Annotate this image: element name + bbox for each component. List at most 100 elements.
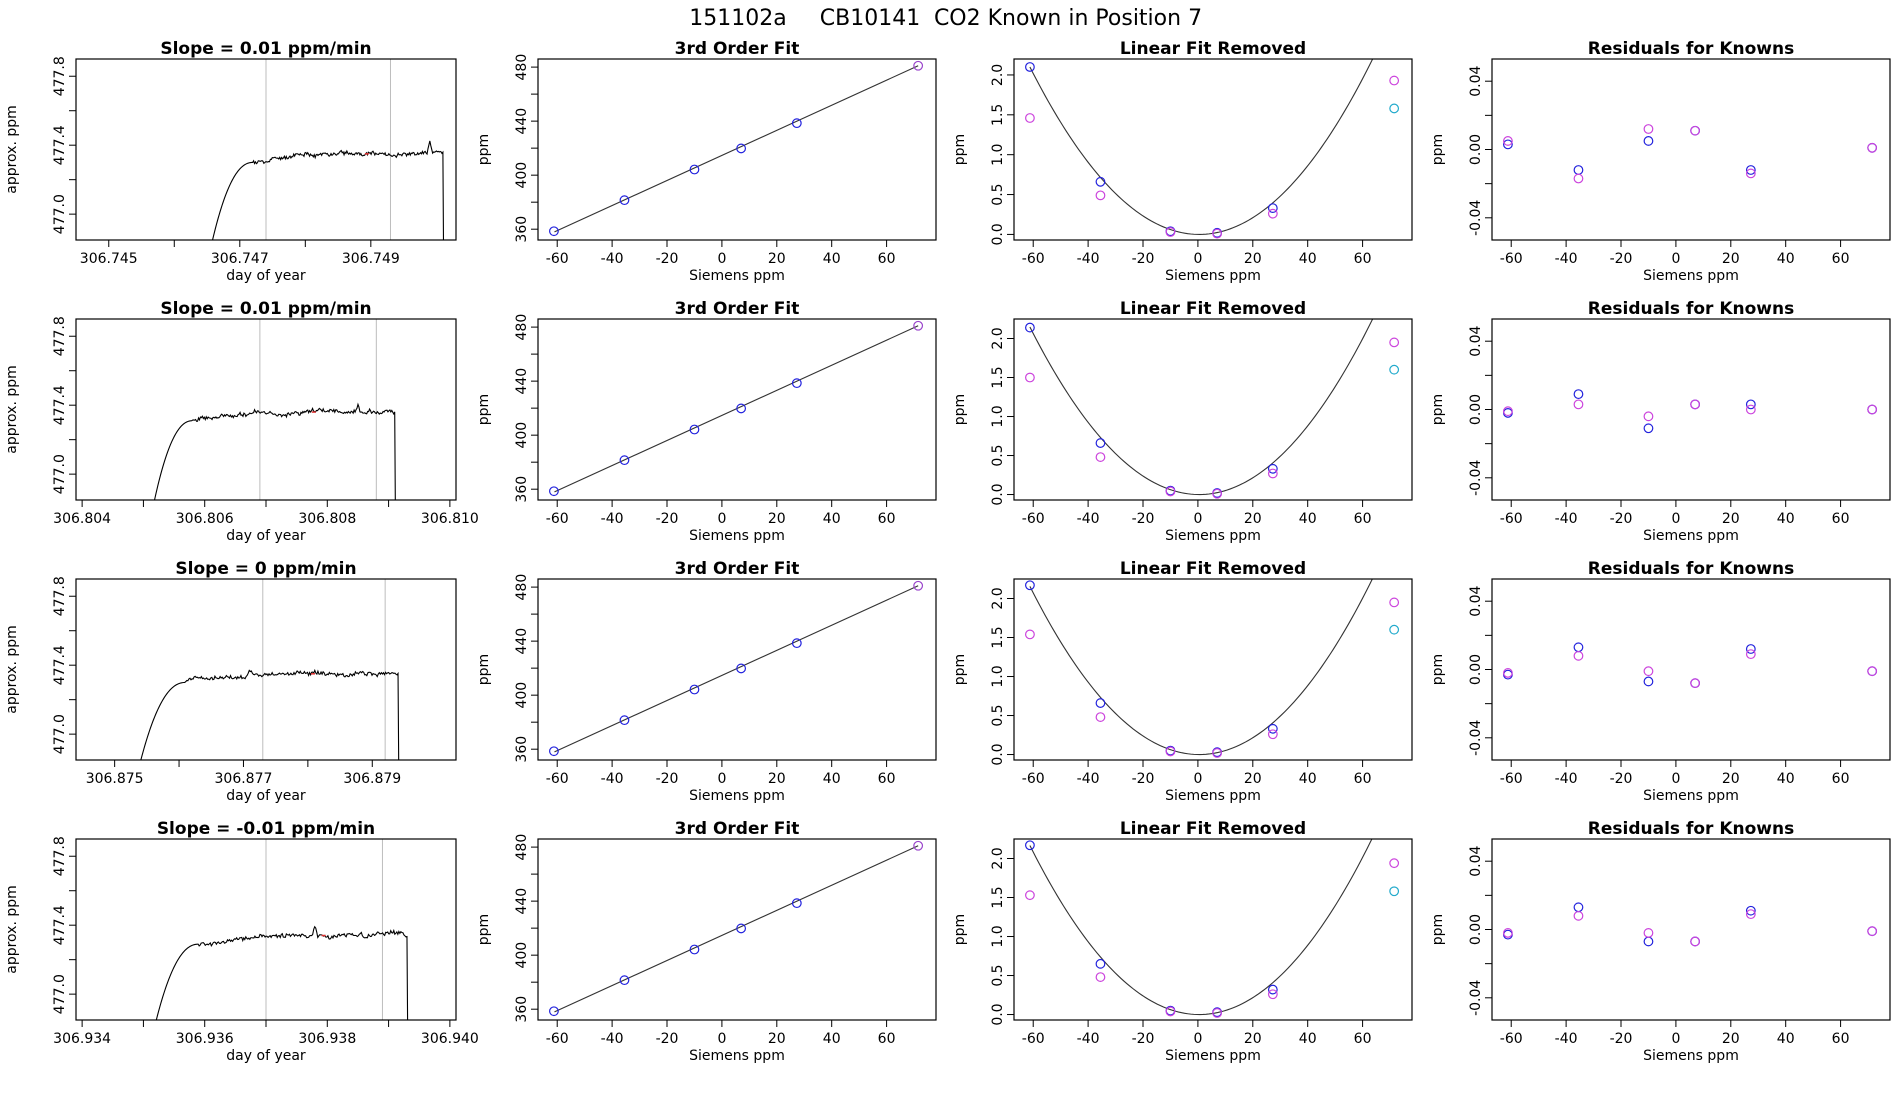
- series-2: [1389, 886, 1400, 897]
- data-point: [1095, 190, 1106, 201]
- y-tick-label: 440: [514, 108, 530, 135]
- y-tick-label: 1.5: [990, 104, 1006, 126]
- data-point: [1165, 1006, 1176, 1017]
- x-tick-label: 20: [768, 251, 786, 267]
- plot-frame: [1013, 838, 1413, 1021]
- x-tick-label: 40: [823, 511, 841, 527]
- x-tick-label: -40: [601, 771, 624, 787]
- y-tick-label: 2.0: [990, 64, 1006, 86]
- series-0: [549, 378, 802, 497]
- y-tick-label: 0.04: [1468, 846, 1484, 877]
- data-point: [689, 424, 700, 435]
- x-tick-label: -60: [1022, 1031, 1045, 1047]
- data-point: [1389, 75, 1400, 86]
- y-tick-label: 360: [514, 736, 530, 763]
- y-tick-label: 440: [514, 888, 530, 915]
- x-tick-label: 20: [1722, 1031, 1740, 1047]
- y-tick-label: 0.0: [990, 223, 1006, 245]
- data-point: [549, 1006, 559, 1017]
- y-tick-label: 477.8: [52, 576, 68, 616]
- panel-r2c3: Linear Fit Removed -60 -40 -20 0 20 40 60 Siemen…: [952, 299, 1413, 544]
- x-tick-label: 60: [878, 511, 896, 527]
- data-point: [1573, 173, 1584, 184]
- plot-area: [1025, 579, 1400, 758]
- data-point: [549, 746, 559, 757]
- x-tick-label: 306.806: [176, 511, 234, 527]
- panel-r3c1: Slope = 0 ppm/min 306.875 306.877 306.879 da…: [4, 559, 457, 804]
- x-tick-label: 306.810: [421, 511, 479, 527]
- x-tick-label: -20: [656, 771, 679, 787]
- x-tick-label: 40: [1777, 771, 1795, 787]
- series-1: [913, 580, 924, 591]
- data-point: [619, 715, 630, 726]
- y-tick-label: 0.0: [990, 743, 1006, 765]
- data-point: [1867, 404, 1878, 415]
- data-point: [1095, 958, 1106, 969]
- y-tick-label: 0.04: [1468, 326, 1484, 357]
- x-axis: -60 -40 -20 0 20 40 60: [1022, 1020, 1372, 1047]
- data-point: [1389, 103, 1400, 114]
- data-point: [1503, 136, 1513, 146]
- plot-area: [1025, 319, 1400, 499]
- x-tick-label: -40: [1555, 251, 1578, 267]
- plot-area: [1503, 642, 1878, 689]
- x-tick-label: 20: [1722, 251, 1740, 267]
- y-axis-label: ppm: [476, 394, 492, 425]
- panel-r4c3: Linear Fit Removed -60 -40 -20 0 20 40 60 Siemen…: [952, 819, 1413, 1064]
- y-tick-label: 2.0: [990, 847, 1006, 869]
- x-tick-label: -60: [546, 251, 569, 267]
- plot-frame: [75, 838, 457, 1021]
- data-point: [689, 164, 700, 175]
- y-tick-label: 0.5: [990, 964, 1006, 986]
- series-0: [1503, 389, 1878, 434]
- series-0: [549, 638, 802, 757]
- x-tick-label: -40: [1077, 1031, 1100, 1047]
- data-point: [736, 663, 747, 674]
- y-tick-label: 0.0: [990, 483, 1006, 505]
- plot-frame: [537, 578, 937, 761]
- y-axis-label: approx. ppm: [4, 885, 20, 974]
- data-point: [1389, 597, 1400, 608]
- data-point: [1745, 404, 1756, 415]
- y-tick-label: 2.0: [990, 587, 1006, 609]
- data-point: [1212, 748, 1223, 758]
- data-point: [1025, 629, 1035, 640]
- x-tick-label: -40: [1077, 771, 1100, 787]
- x-axis: -60 -40 -20 0 20 40 60: [546, 1020, 896, 1047]
- y-tick-label: -0.04: [1468, 200, 1484, 236]
- fit-curve: [1029, 579, 1373, 756]
- data-point: [1503, 668, 1513, 678]
- x-tick-label: -60: [1500, 1031, 1523, 1047]
- series-line: [153, 402, 396, 500]
- x-tick-label: 0: [1193, 771, 1202, 787]
- data-point: [1573, 910, 1584, 921]
- data-point: [913, 320, 924, 331]
- x-tick-label: 0: [717, 511, 726, 527]
- data-point: [913, 60, 924, 71]
- panel-r3c4: Residuals for Knowns -60 -40 -20 0 20 40 60 Siem…: [1430, 559, 1891, 804]
- data-point: [1745, 399, 1756, 410]
- data-point: [1095, 176, 1106, 187]
- x-axis: -60 -40 -20 0 20 40 60: [1022, 760, 1372, 787]
- y-tick-label: 480: [514, 54, 530, 81]
- x-tick-label: 306.749: [342, 251, 400, 267]
- series-line: [211, 140, 445, 240]
- plot-frame: [537, 318, 937, 501]
- x-tick-label: -60: [1500, 251, 1523, 267]
- plot-frame: [75, 58, 457, 241]
- y-tick-label: 477.8: [52, 56, 68, 96]
- panel-r4c2: 3rd Order Fit -60 -40 -20 0 20 40 60 Siemens ppm…: [476, 819, 937, 1064]
- x-axis-label: Siemens ppm: [1643, 268, 1739, 284]
- y-axis: 477.0 477.4 477.8: [52, 316, 76, 494]
- data-point: [1025, 372, 1035, 383]
- x-tick-label: 0: [717, 771, 726, 787]
- data-point: [1389, 624, 1400, 635]
- x-tick-label: 40: [823, 1031, 841, 1047]
- x-tick-label: 60: [1354, 251, 1372, 267]
- x-tick-label: 0: [1193, 511, 1202, 527]
- y-tick-label: 1.5: [990, 626, 1006, 648]
- x-tick-label: 60: [1832, 511, 1850, 527]
- y-tick-label: 477.0: [52, 714, 68, 754]
- data-point: [1643, 666, 1654, 677]
- y-tick-label: 0.0: [990, 1003, 1006, 1025]
